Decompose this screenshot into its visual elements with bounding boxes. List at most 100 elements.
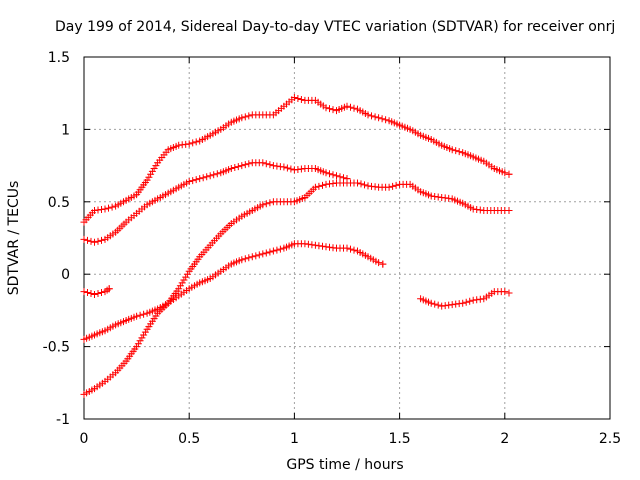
data-point — [192, 176, 200, 184]
data-point — [350, 104, 358, 112]
data-point — [375, 259, 383, 267]
data-point — [505, 207, 513, 214]
data-point — [227, 165, 235, 172]
data-point — [238, 114, 246, 122]
data-point — [326, 170, 333, 178]
x-tick-label: 1 — [290, 431, 299, 447]
data-point — [101, 205, 109, 213]
data-point — [108, 203, 116, 211]
data-point — [255, 251, 263, 259]
data-point — [361, 181, 368, 189]
data-point — [180, 276, 188, 284]
data-point — [140, 331, 148, 339]
series-track-2 — [80, 159, 351, 246]
data-point — [343, 102, 351, 110]
data-point — [189, 139, 197, 147]
data-point — [259, 250, 267, 258]
data-point — [378, 115, 386, 123]
data-point — [431, 300, 439, 308]
data-point — [462, 298, 470, 306]
data-point — [143, 176, 151, 184]
data-point — [434, 301, 442, 309]
data-point — [150, 165, 158, 172]
series-track-4 — [80, 240, 387, 343]
data-point — [183, 270, 191, 278]
data-point — [133, 343, 141, 351]
data-point — [148, 167, 156, 175]
data-point — [91, 238, 98, 246]
data-point — [364, 111, 372, 119]
data-point — [357, 180, 365, 188]
data-point — [262, 200, 270, 208]
data-point — [343, 244, 351, 252]
data-point — [505, 289, 513, 297]
data-point — [80, 288, 88, 296]
data-point — [234, 163, 242, 171]
chart-title: Day 199 of 2014, Sidereal Day-to-day VTE… — [55, 19, 615, 35]
data-point — [252, 252, 260, 260]
data-point — [505, 170, 513, 178]
data-point — [91, 291, 98, 298]
data-point — [273, 246, 281, 254]
data-point — [140, 310, 148, 318]
series-track-1 — [80, 94, 513, 226]
data-point — [354, 179, 361, 187]
data-point — [231, 164, 239, 171]
data-point — [241, 255, 249, 263]
data-point — [392, 181, 400, 189]
data-point — [84, 289, 91, 296]
data-point — [185, 178, 193, 185]
data-point — [459, 299, 467, 307]
x-tick-label: 2.5 — [599, 431, 621, 447]
data-point — [319, 181, 326, 189]
data-point — [350, 246, 358, 254]
data-point — [87, 290, 95, 297]
data-point — [178, 279, 186, 287]
series-track-3 — [80, 285, 113, 298]
data-point — [105, 204, 112, 212]
data-point — [315, 182, 323, 190]
data-point — [283, 164, 291, 172]
data-point — [136, 311, 144, 319]
data-point — [203, 173, 211, 181]
data-point — [87, 237, 95, 245]
data-point — [262, 160, 270, 168]
data-point — [189, 177, 197, 185]
x-tick-label: 0 — [80, 431, 89, 447]
data-point — [375, 114, 383, 122]
data-point — [213, 170, 221, 178]
y-axis-label: SDTVAR / TECUs — [6, 181, 22, 296]
data-point — [245, 112, 253, 120]
data-point — [185, 140, 193, 148]
data-point — [329, 171, 337, 179]
data-point — [501, 288, 509, 296]
data-point — [136, 337, 144, 345]
data-points — [80, 94, 513, 398]
data-point — [138, 334, 146, 342]
data-point — [105, 285, 113, 293]
data-point — [455, 148, 463, 156]
y-tick-label: -0.5 — [43, 340, 70, 356]
data-point — [290, 94, 298, 101]
data-point — [259, 159, 267, 167]
data-point — [329, 106, 337, 114]
data-point — [389, 182, 397, 190]
data-point — [347, 103, 354, 111]
data-point — [287, 165, 295, 173]
series-track-5 — [80, 179, 513, 398]
data-point — [152, 162, 160, 170]
axis-ticks: 0 0.5 1 1.5 2 2.5 -1 -0.5 0 0.5 1 1.5 — [43, 50, 621, 447]
data-point — [245, 160, 253, 168]
data-point — [347, 245, 354, 253]
data-point — [266, 248, 274, 256]
data-point — [80, 235, 88, 243]
y-tick-label: 1.5 — [48, 50, 70, 66]
data-point — [294, 95, 302, 102]
data-point — [326, 105, 333, 113]
data-point — [210, 171, 218, 179]
x-tick-label: 1.5 — [388, 431, 410, 447]
data-point — [192, 138, 200, 146]
y-tick-label: 0 — [61, 267, 70, 283]
data-point — [322, 104, 330, 112]
